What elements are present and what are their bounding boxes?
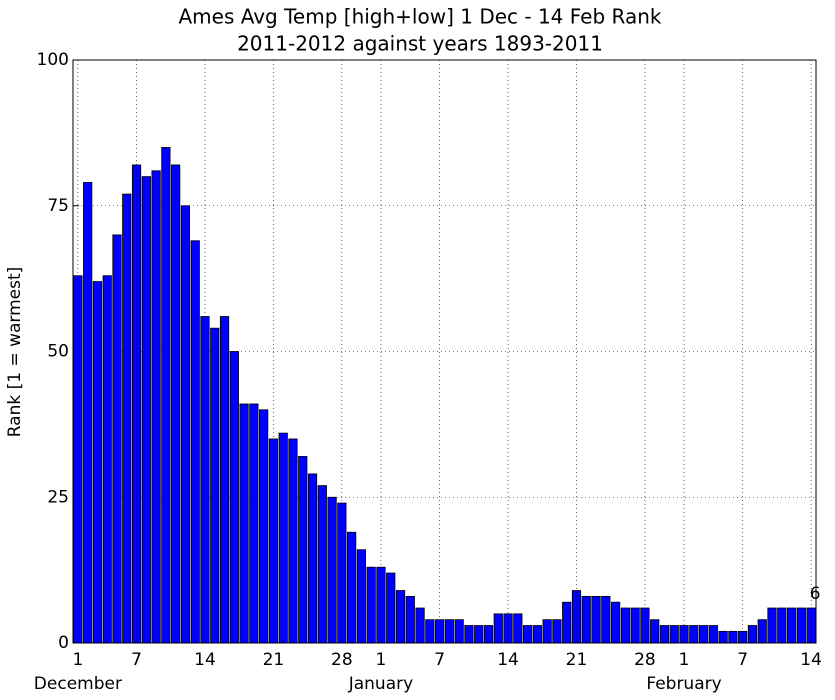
bar [786, 607, 797, 644]
bar [259, 409, 269, 644]
bar [454, 619, 464, 644]
y-tick-label: 25 [47, 487, 69, 507]
x-tick-label: 28 [634, 650, 656, 670]
chart-subtitle: 2011-2012 against years 1893-2011 [237, 32, 603, 56]
bar [767, 607, 777, 644]
bar [239, 403, 249, 644]
bar [180, 205, 191, 644]
bar [757, 619, 767, 644]
bar [112, 234, 122, 644]
bar [307, 473, 318, 644]
bar [738, 630, 748, 644]
bar [190, 240, 200, 644]
x-tick-label: 1 [72, 650, 83, 670]
bar [200, 316, 210, 644]
bar [405, 595, 415, 644]
x-tick-label: 14 [194, 650, 216, 670]
bar [650, 619, 660, 644]
x-tick-label: 28 [331, 650, 353, 670]
bar [601, 595, 611, 644]
y-tick-label: 75 [47, 196, 69, 216]
bar [161, 147, 171, 644]
x-tick-label: 7 [131, 650, 142, 670]
x-tick-label: 7 [737, 650, 748, 670]
bar [708, 625, 718, 644]
y-tick-label: 50 [47, 342, 69, 362]
bar [386, 572, 396, 644]
x-tick-label: 21 [263, 650, 285, 670]
bar [581, 595, 591, 644]
month-label: January [348, 674, 413, 694]
month-label: February [646, 674, 721, 694]
bar [347, 531, 357, 644]
bar [777, 607, 787, 644]
bar [591, 595, 601, 644]
bar [288, 438, 298, 644]
plot-frame [72, 59, 817, 644]
bar [210, 327, 220, 644]
bar [141, 176, 151, 644]
bar [493, 613, 503, 644]
bar [562, 601, 572, 644]
value-label: 6 [810, 584, 821, 604]
month-label: December [34, 674, 122, 694]
bar [229, 351, 239, 644]
bar [718, 630, 728, 644]
bar [640, 607, 650, 644]
bar [796, 607, 806, 644]
bar [171, 164, 181, 644]
bar [327, 496, 337, 644]
bar [249, 403, 259, 644]
bar [356, 549, 367, 644]
bar [317, 485, 327, 644]
x-tick-label: 1 [679, 650, 690, 670]
bar [747, 625, 758, 644]
bar [298, 456, 308, 644]
bar [689, 625, 699, 644]
bar [620, 607, 630, 644]
bar [483, 625, 494, 644]
bar [219, 316, 230, 644]
bar [102, 275, 112, 644]
bar [532, 625, 542, 644]
bar [73, 275, 83, 644]
bar [698, 625, 709, 644]
y-tick-label: 100 [37, 50, 69, 70]
bar [376, 566, 386, 644]
bar [728, 630, 738, 644]
bar [278, 432, 288, 644]
x-tick-label: 7 [434, 650, 445, 670]
bar [92, 281, 103, 644]
bar [366, 566, 376, 644]
bar [425, 619, 435, 644]
bar [444, 619, 454, 644]
y-tick-label: 0 [58, 633, 69, 653]
bar [542, 619, 552, 644]
bar [552, 619, 562, 644]
chart-title: Ames Avg Temp [high+low] 1 Dec - 14 Feb … [178, 5, 661, 29]
bar [435, 619, 445, 644]
bar [659, 625, 670, 644]
bar [464, 625, 474, 644]
bar [395, 590, 406, 644]
bar [610, 601, 621, 644]
bar [151, 170, 161, 644]
bar [806, 607, 816, 644]
x-tick-label: 14 [800, 650, 822, 670]
bar [522, 625, 533, 644]
bar [415, 607, 425, 644]
bar [630, 607, 640, 644]
bar [474, 625, 484, 644]
x-tick-label: 1 [376, 650, 387, 670]
bar [83, 182, 93, 644]
bar [513, 613, 523, 644]
bar [669, 625, 679, 644]
x-tick-label: 21 [566, 650, 588, 670]
bar [122, 193, 132, 644]
y-axis-label: Rank [1 = warmest] [5, 267, 25, 438]
x-tick-label: 14 [497, 650, 519, 670]
